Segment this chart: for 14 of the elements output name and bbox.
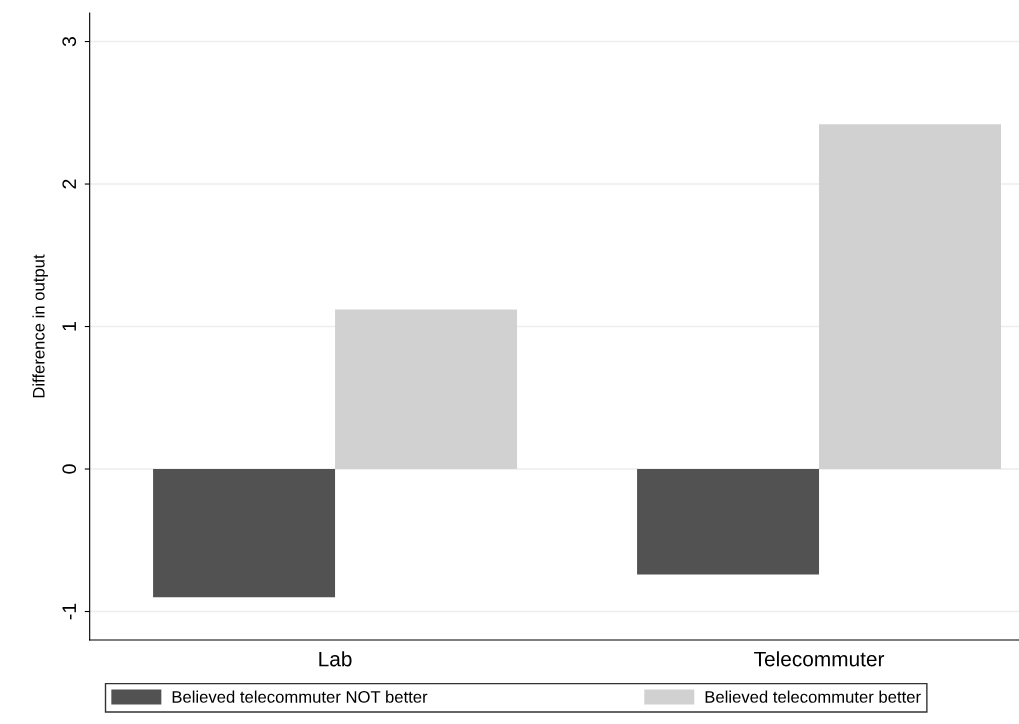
legend-label: Believed telecommuter NOT better xyxy=(172,690,428,703)
bar xyxy=(637,469,820,575)
y-axis-title: Difference in output xyxy=(32,254,48,398)
y-tick-label: 3 xyxy=(62,36,77,47)
bar xyxy=(819,124,1002,470)
bar xyxy=(335,309,518,470)
y-tick-label: 0 xyxy=(62,464,77,474)
legend-label: Believed telecommuter better xyxy=(705,690,921,703)
x-tick-label: Telecommuter xyxy=(754,651,885,667)
y-tick-label: 1 xyxy=(62,322,76,331)
bar xyxy=(153,469,336,598)
y-tick-label: 2 xyxy=(62,179,76,189)
x-tick-label: Lab xyxy=(319,651,352,667)
y-tick-label: -1 xyxy=(62,603,76,620)
